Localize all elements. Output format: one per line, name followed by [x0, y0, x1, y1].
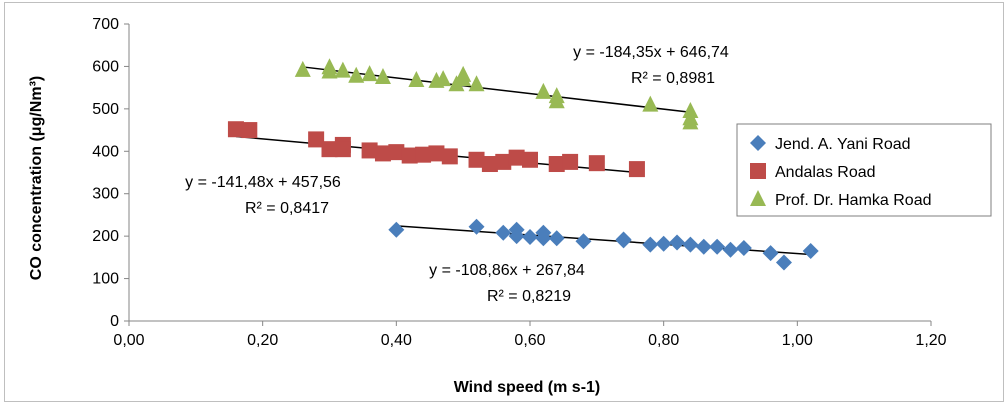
legend-marker-series-2: [750, 190, 766, 206]
data-point-series-0: [535, 230, 552, 247]
x-tick-label: 1,20: [915, 332, 946, 349]
legend-marker-series-1: [750, 163, 766, 179]
data-point-series-0: [655, 235, 672, 252]
data-point-series-1: [361, 142, 378, 159]
data-point-series-0: [722, 241, 739, 258]
data-point-series-1: [227, 121, 244, 138]
data-point-series-1: [508, 149, 525, 166]
data-point-series-1: [495, 153, 512, 170]
data-point-series-0: [468, 218, 485, 235]
y-tick-label: 100: [92, 271, 119, 288]
data-point-series-2: [448, 75, 465, 92]
chart-frame: 0 100 200 300 400 500 600 700 0,00 0,20 0,40 0,60 0,…: [4, 2, 1004, 402]
data-point-series-1: [548, 156, 565, 173]
data-point-series-2: [455, 70, 472, 87]
y-tick-label: 200: [92, 228, 119, 245]
data-point-series-2: [294, 60, 311, 77]
data-point-series-2: [321, 62, 338, 79]
data-point-series-0: [802, 242, 819, 259]
data-point-series-0: [682, 236, 699, 253]
legend-box: [736, 123, 992, 217]
data-point-series-2: [642, 95, 659, 112]
data-point-series-0: [709, 238, 726, 255]
data-point-series-0: [508, 228, 525, 245]
equation-labels: y = -184,35x + 646,74 R² = 0,8981 y = -1…: [185, 44, 729, 305]
yani-equation: y = -108,86x + 267,84: [429, 262, 585, 279]
legend-label-series-0: Jend. A. Yani Road: [775, 136, 911, 153]
y-tick-label: 600: [92, 58, 119, 75]
hamka-r2: R² = 0,8981: [631, 70, 715, 87]
data-point-series-1: [468, 151, 485, 168]
axes: 0 100 200 300 400 500 600 700 0,00 0,20 0,40 0,60 0,…: [92, 16, 946, 349]
data-point-series-1: [321, 141, 338, 158]
data-point-series-0: [615, 231, 632, 248]
data-point-series-0: [642, 236, 659, 253]
data-point-series-2: [435, 70, 452, 87]
data-point-series-2: [334, 61, 351, 78]
y-tick-label: 300: [92, 186, 119, 203]
data-point-series-2: [682, 113, 699, 130]
x-axis-title: Wind speed (m s-1): [454, 379, 601, 396]
data-point-series-1: [481, 156, 498, 173]
data-point-series-0: [388, 221, 405, 238]
legend-label-series-2: Prof. Dr. Hamka Road: [775, 192, 932, 209]
data-point-series-1: [388, 144, 405, 161]
legend: Jend. A. Yani Road Andalas Road Prof. Dr. …: [736, 123, 992, 217]
legend-label-series-1: Andalas Road: [775, 164, 876, 181]
data-point-series-2: [535, 82, 552, 99]
x-tick-label: 0,00: [113, 332, 144, 349]
data-point-series-0: [495, 224, 512, 241]
data-point-series-0: [575, 233, 592, 250]
data-point-series-2: [374, 68, 391, 85]
x-tick-label: 0,80: [648, 332, 679, 349]
andalas-equation: y = -141,48x + 457,56: [185, 174, 341, 191]
data-point-series-0: [762, 245, 779, 262]
hamka-equation: y = -184,35x + 646,74: [573, 44, 729, 61]
data-point-series-0: [522, 228, 538, 245]
data-point-series-1: [241, 122, 258, 139]
x-tick-label: 0,20: [247, 332, 278, 349]
data-point-series-1: [588, 155, 605, 172]
x-tick-label: 0,60: [514, 332, 545, 349]
y-tick-label: 0: [110, 313, 119, 330]
y-tick-label: 400: [92, 143, 119, 160]
data-point-series-2: [361, 65, 378, 82]
data-point-series-0: [548, 230, 565, 247]
y-tick-label: 700: [92, 16, 119, 33]
yani-r2: R² = 0,8219: [487, 288, 571, 305]
andalas-r2: R² = 0,8417: [245, 200, 329, 217]
data-point-series-2: [348, 66, 365, 83]
data-point-series-1: [628, 161, 645, 178]
data-point-series-0: [669, 234, 686, 251]
data-point-series-1: [562, 153, 579, 170]
data-point-series-2: [408, 71, 425, 88]
data-point-series-0: [695, 238, 712, 255]
x-tick-label: 1,00: [782, 332, 813, 349]
data-point-series-1: [522, 151, 538, 168]
data-point-series-1: [374, 145, 391, 162]
legend-marker-series-0: [750, 135, 766, 151]
data-point-series-2: [548, 92, 565, 109]
data-points: [227, 58, 819, 271]
data-point-series-2: [468, 75, 485, 92]
data-point-series-0: [775, 254, 792, 271]
data-point-series-1: [415, 146, 432, 163]
co-concentration-scatter-chart: 0 100 200 300 400 500 600 700 0,00 0,20 0,40 0,60 0,…: [28, 16, 992, 396]
x-tick-label: 0,40: [381, 332, 412, 349]
data-point-series-1: [441, 148, 458, 165]
data-point-series-1: [428, 145, 445, 162]
data-point-series-1: [334, 141, 351, 158]
data-point-series-0: [735, 240, 752, 257]
data-point-series-1: [401, 147, 418, 164]
y-axis-title: CO concentration (μg/Nm³): [28, 76, 45, 280]
data-point-series-1: [308, 131, 325, 148]
y-tick-label: 500: [92, 101, 119, 118]
